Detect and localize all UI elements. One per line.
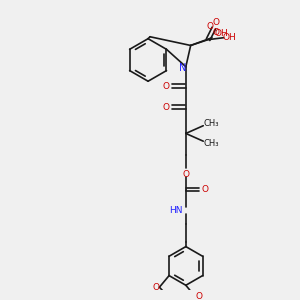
Text: O: O: [196, 292, 203, 300]
Text: O: O: [163, 82, 170, 91]
Text: O: O: [152, 283, 159, 292]
Text: O: O: [182, 169, 189, 178]
Text: CH₃: CH₃: [203, 119, 219, 128]
Text: O: O: [212, 28, 219, 38]
Text: O: O: [212, 18, 219, 27]
Text: O: O: [206, 22, 214, 31]
Text: O: O: [163, 103, 170, 112]
Text: OH: OH: [215, 29, 229, 38]
Text: OH: OH: [223, 33, 236, 42]
Text: N: N: [179, 63, 187, 73]
Text: CH₃: CH₃: [203, 139, 219, 148]
Text: HN: HN: [169, 206, 183, 215]
Text: O: O: [202, 185, 209, 194]
